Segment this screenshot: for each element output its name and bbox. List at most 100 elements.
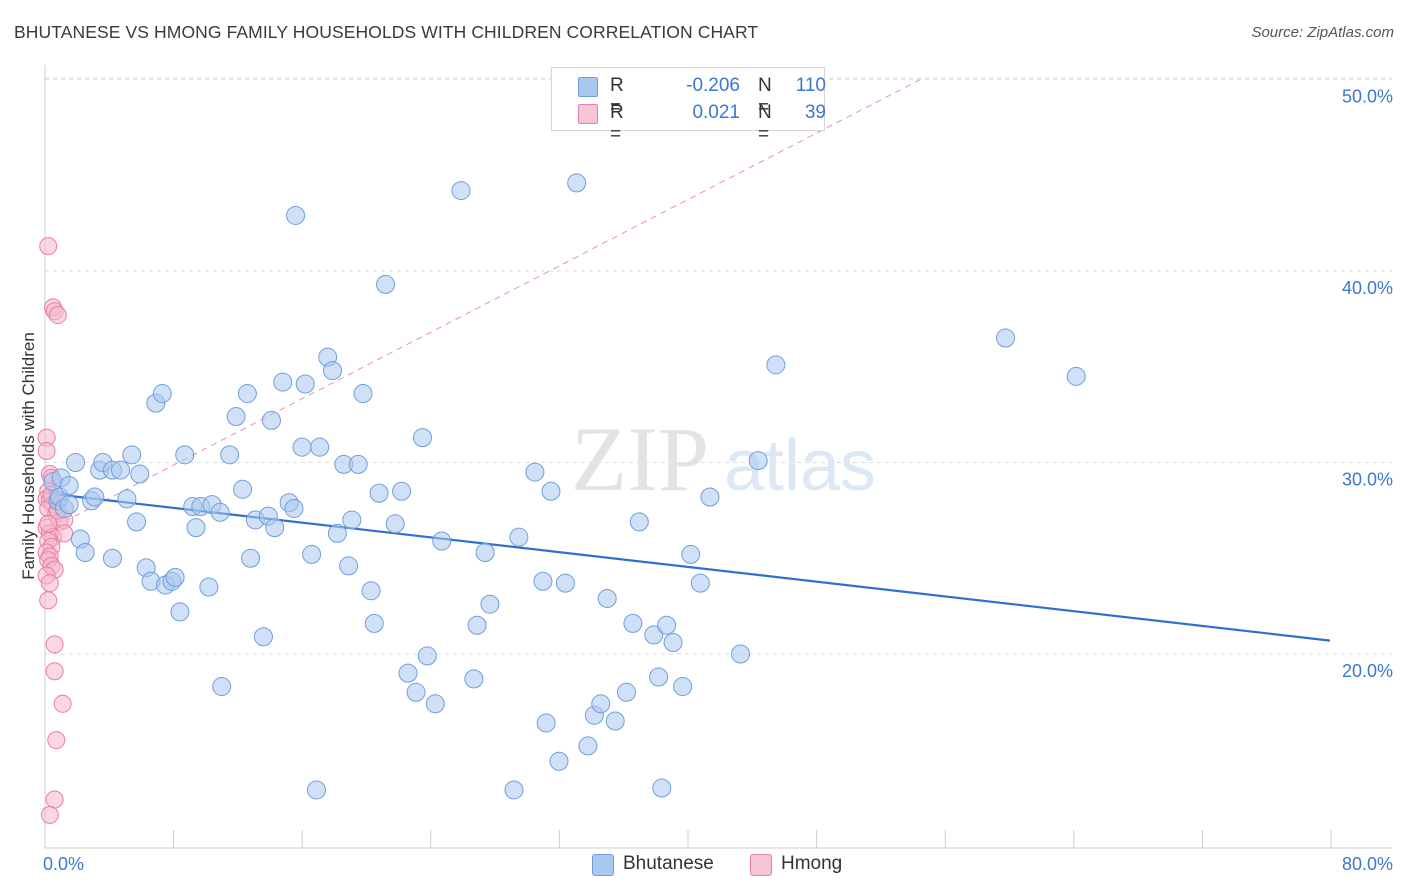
chart-source: Source: ZipAtlas.com: [1251, 24, 1394, 41]
bhutanese-point: [616, 682, 636, 702]
bhutanese-point: [364, 613, 384, 633]
legend-n-value: 110: [795, 75, 826, 96]
bhutanese-point: [406, 682, 426, 702]
bhutanese-point: [673, 677, 693, 697]
legend-r-label: R =: [610, 75, 624, 118]
hmong-point: [48, 306, 67, 325]
bhutanese-point: [623, 613, 643, 633]
bhutanese-point: [644, 625, 664, 645]
watermark-zip: ZIP: [571, 408, 709, 510]
legend-n-label: N =: [758, 75, 772, 118]
bhutanese-point: [284, 498, 304, 518]
hmong-point: [53, 694, 72, 713]
bhutanese-point: [533, 571, 553, 591]
bhutanese-point: [480, 594, 500, 614]
bhutanese-point: [629, 512, 649, 532]
bhutanese-point: [464, 669, 484, 689]
bhutanese-point: [432, 531, 452, 551]
hmong-point: [55, 524, 74, 543]
hmong-point: [40, 805, 59, 824]
legend-swatch-hmong: [578, 104, 598, 124]
bhutanese-point: [591, 694, 611, 714]
bhutanese-point: [110, 460, 130, 480]
bhutanese-point: [75, 543, 95, 563]
bhutanese-point: [376, 274, 396, 294]
bhutanese-point: [210, 502, 230, 522]
bhutanese-point: [261, 410, 281, 430]
gridlines: [45, 77, 1392, 655]
axis-labels: 20.0% 30.0% 40.0% 50.0% 0.0% 80.0% Family Hous…: [19, 87, 1393, 875]
hmong-points: [37, 237, 74, 824]
hmong-point: [45, 635, 64, 654]
x-tick-label-max: 80.0%: [1342, 854, 1393, 874]
bhutanese-point: [353, 384, 373, 404]
bhutanese-point: [59, 475, 79, 495]
y-tick-label: 20.0%: [1342, 661, 1393, 681]
bhutanese-point: [253, 627, 273, 647]
legend-swatch-bhutanese: [578, 77, 598, 97]
bhutanese-point: [226, 407, 246, 427]
bhutanese-point: [525, 462, 545, 482]
bhutanese-point: [555, 573, 575, 593]
hmong-point: [45, 662, 64, 681]
legend-r-value: 0.021: [692, 102, 740, 123]
bhutanese-point: [59, 495, 79, 515]
legend-r-label: R =: [610, 102, 624, 145]
bhutanese-points: [43, 173, 1086, 800]
hmong-point: [39, 591, 58, 610]
bhutanese-point: [578, 736, 598, 756]
bhutanese-point: [475, 543, 495, 563]
y-axis-title: Family Households with Children: [19, 332, 38, 580]
bhutanese-point: [102, 548, 122, 568]
hmong-point: [45, 790, 64, 809]
axes: [44, 65, 1392, 849]
legend-label-bhutanese: Bhutanese: [623, 853, 714, 874]
bhutanese-point: [265, 518, 285, 538]
bhutanese-point: [66, 453, 86, 472]
bhutanese-point: [310, 437, 330, 457]
bhutanese-point: [1066, 366, 1086, 386]
bhutanese-point: [536, 713, 556, 733]
bhutanese-point: [766, 355, 786, 375]
bhutanese-point: [398, 663, 418, 683]
bhutanese-point: [212, 677, 232, 697]
bhutanese-point: [220, 445, 240, 465]
hmong-point: [40, 574, 59, 593]
bhutanese-point: [306, 780, 326, 800]
bhutanese-point: [690, 573, 710, 593]
y-tick-label: 40.0%: [1342, 278, 1393, 298]
legend-swatch-bhutanese: [592, 854, 614, 876]
bhutanese-point: [361, 581, 381, 601]
bhutanese-point: [302, 544, 322, 564]
bhutanese-point: [451, 181, 471, 201]
bhutanese-point: [369, 483, 389, 503]
bhutanese-point: [597, 588, 617, 608]
bhutanese-point: [417, 646, 437, 666]
bhutanese-point: [237, 384, 257, 404]
bhutanese-point: [152, 384, 172, 404]
legend-swatch-hmong: [750, 854, 772, 876]
bhutanese-point: [652, 778, 672, 798]
bhutanese-point: [233, 479, 253, 499]
bhutanese-point: [748, 451, 768, 471]
hmong-point: [47, 731, 66, 750]
bhutanese-point: [467, 615, 487, 635]
bhutanese-point: [392, 481, 412, 501]
legend-n-label: N =: [758, 102, 772, 145]
bhutanese-point: [504, 780, 524, 800]
bhutanese-point: [130, 464, 150, 484]
bhutanese-point: [127, 512, 147, 532]
bhutanese-point: [605, 711, 625, 731]
bhutanese-point: [567, 173, 587, 193]
bhutanese-point: [541, 481, 561, 501]
legend-label-hmong: Hmong: [781, 853, 843, 874]
bhutanese-point: [327, 523, 347, 543]
bhutanese-point: [425, 694, 445, 714]
watermark-atlas: atlas: [724, 426, 876, 506]
bhutanese-point: [165, 567, 185, 587]
watermark: ZIP atlas: [571, 408, 876, 510]
bhutanese-point: [241, 548, 261, 568]
x-tick-label-min: 0.0%: [43, 854, 84, 874]
bhutanese-point: [681, 544, 701, 564]
